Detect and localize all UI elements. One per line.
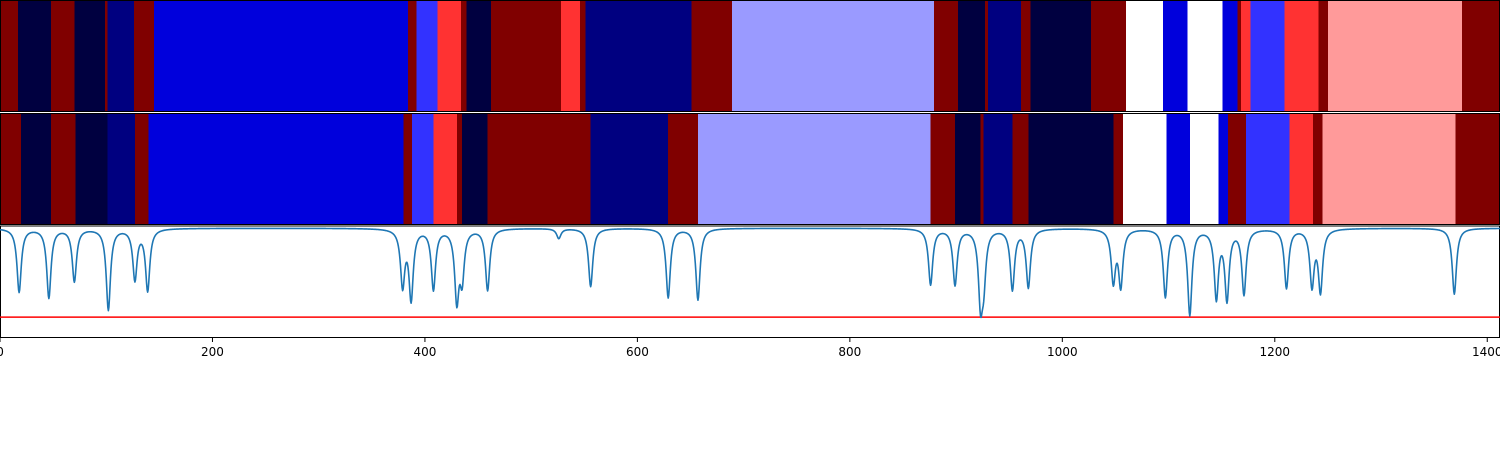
heatmap-top-segment	[1240, 0, 1251, 112]
heatmap-middle-segment	[697, 113, 932, 225]
dip-series-line	[0, 227, 1500, 319]
heatmap-top-segment	[0, 0, 19, 112]
line-panel-frame	[0, 225, 1500, 338]
heatmap-top-segment	[1250, 0, 1285, 112]
x-tick-label: 800	[838, 345, 861, 359]
heatmap-top-segment	[958, 0, 986, 112]
heatmap-top-segment	[1126, 0, 1164, 112]
heatmap-top-segment	[1461, 0, 1500, 112]
heatmap-top-segment	[154, 0, 409, 112]
heatmap-middle-segment	[1289, 113, 1314, 225]
heatmap-top-segment	[560, 0, 581, 112]
heatmap-middle-segment	[21, 113, 52, 225]
heatmap-middle-segment	[1218, 113, 1229, 225]
x-tick-label: 600	[626, 345, 649, 359]
heatmap-panel-middle	[0, 113, 1500, 225]
heatmap-middle-segment	[487, 113, 592, 225]
heatmap-middle-segment	[983, 113, 1013, 225]
heatmap-middle-segment	[1113, 113, 1124, 225]
heatmap-top-segment	[74, 0, 106, 112]
heatmap-top-segment	[461, 0, 467, 112]
heatmap-top-segment	[585, 0, 693, 112]
heatmap-middle-segment	[75, 113, 108, 225]
heatmap-top-segment	[437, 0, 462, 112]
heatmap-top-segment	[731, 0, 935, 112]
heatmap-top-segment	[466, 0, 492, 112]
heatmap-middle-segment	[0, 113, 22, 225]
x-tick-label: 1000	[1047, 345, 1078, 359]
heatmap-middle-segment	[590, 113, 669, 225]
heatmap-top-segment	[1187, 0, 1224, 112]
heatmap-middle-segment	[107, 113, 136, 225]
heatmap-top-segment	[987, 0, 1022, 112]
heatmap-middle-segment	[148, 113, 405, 225]
x-tick-label: 400	[413, 345, 436, 359]
heatmap-top-segment	[933, 0, 959, 112]
heatmap-top-segment	[18, 0, 52, 112]
heatmap-middle-segment	[1122, 113, 1168, 225]
heatmap-top-segment	[1327, 0, 1463, 112]
heatmap-middle-segment	[668, 113, 699, 225]
heatmap-top-segment	[105, 0, 108, 112]
heatmap-top-segment	[691, 0, 733, 112]
heatmap-top-segment	[1030, 0, 1092, 112]
heatmap-middle-segment	[1313, 113, 1324, 225]
heatmap-middle-segment	[462, 113, 489, 225]
heatmap-top-segment	[984, 0, 989, 112]
heatmap-middle-segment	[403, 113, 413, 225]
x-tick-label: 200	[201, 345, 224, 359]
heatmap-middle-segment	[1166, 113, 1191, 225]
x-tick-label: 1400	[1472, 345, 1500, 359]
heatmap-top-segment	[1318, 0, 1329, 112]
heatmap-top-segment	[107, 0, 135, 112]
heatmap-top-segment	[50, 0, 75, 112]
heatmap-middle-segment	[1028, 113, 1114, 225]
heatmap-middle-segment	[134, 113, 150, 225]
heatmap-top-segment	[1237, 0, 1242, 112]
heatmap-middle-segment	[1228, 113, 1247, 225]
heatmap-top-segment	[133, 0, 155, 112]
heatmap-top-segment	[407, 0, 418, 112]
heatmap-middle-segment	[1012, 113, 1029, 225]
heatmap-middle-segment	[433, 113, 458, 225]
heatmap-middle-segment	[980, 113, 985, 225]
heatmap-top-segment	[1222, 0, 1239, 112]
heatmap-top-segment	[580, 0, 586, 112]
heatmap-top-segment	[1020, 0, 1032, 112]
heatmap-middle-segment	[50, 113, 77, 225]
heatmap-middle-segment	[456, 113, 463, 225]
heatmap-middle-segment	[412, 113, 435, 225]
x-tick-label: 0	[0, 345, 4, 359]
heatmap-top-segment	[1163, 0, 1189, 112]
heatmap-middle-segment	[1246, 113, 1291, 225]
line-panel	[0, 225, 1500, 338]
heatmap-panel-top	[0, 0, 1500, 112]
x-axis: 0 200 400 600 800 1000 1200 1400	[0, 338, 1500, 359]
heatmap-middle-segment	[955, 113, 982, 225]
heatmap-top-segment	[416, 0, 439, 112]
heatmap-top-segment	[1284, 0, 1319, 112]
heatmap-middle-segment	[1455, 113, 1500, 225]
heatmap-top-segment	[1091, 0, 1127, 112]
heatmap-middle-segment	[1189, 113, 1220, 225]
heatmap-middle-segment	[930, 113, 956, 225]
heatmap-middle-segment	[1322, 113, 1456, 225]
x-tick-label: 1200	[1260, 345, 1291, 359]
heatmap-top-segment	[490, 0, 562, 112]
